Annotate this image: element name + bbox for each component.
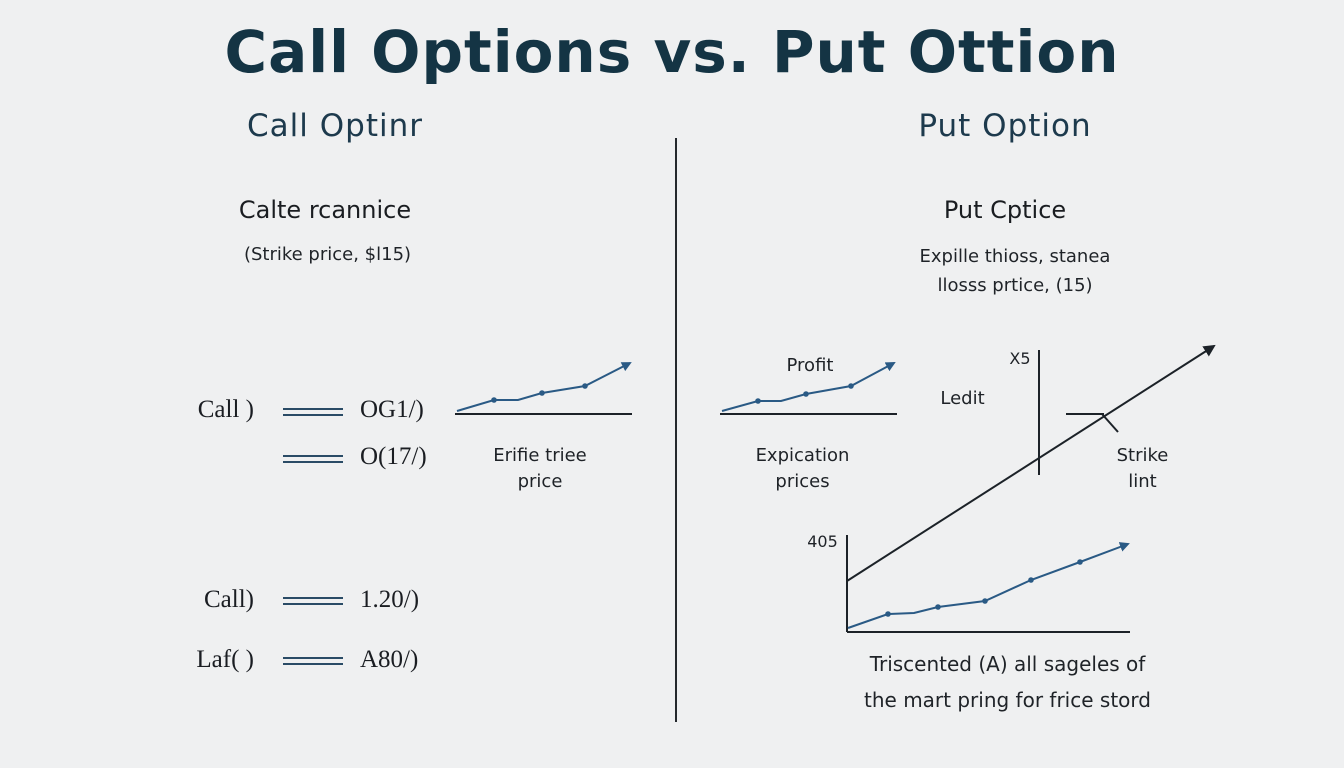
call-chart-point <box>491 397 497 403</box>
call-option-heading: Call Optinr <box>247 108 423 144</box>
call-chart-line <box>456 362 632 412</box>
column-divider <box>675 138 677 722</box>
bottom-chart <box>846 535 1130 633</box>
equals-sign-4 <box>283 657 343 665</box>
row-value-2: O(17/) <box>360 443 427 470</box>
call-mini-chart <box>455 362 632 415</box>
y-tick-label: 405 <box>807 532 838 551</box>
x5-label: X5 <box>1009 349 1031 368</box>
equals-sign-1 <box>283 408 343 416</box>
put-profit-point <box>755 398 761 404</box>
strike-label: Strike lint <box>1100 443 1185 495</box>
put-profit-point <box>848 383 854 389</box>
call-subheading: Calte rcannice <box>238 196 412 224</box>
bottom-caption-line-1: Triscented (A) all sageles of <box>869 652 1146 676</box>
row-label-4: Laf( ) <box>196 646 254 673</box>
bottom-chart-line <box>847 542 1130 629</box>
expiration-label: Expication prices <box>740 443 865 495</box>
row-label-3: Call) <box>204 586 254 613</box>
bottom-caption-line-2: the mart pring for frice stord <box>864 688 1151 712</box>
page-title: Call Options vs. Put Ottion <box>224 18 1120 86</box>
bottom-chart-point <box>935 604 941 610</box>
put-subheading: Put Cptice <box>943 196 1067 224</box>
row-value-3: 1.20/) <box>360 586 420 613</box>
payoff-diagonal-arrow <box>846 344 1216 582</box>
put-caption: Expille thioss, stanea llosss prtice, (1… <box>870 242 1160 300</box>
expiration-label-line-2: prices <box>775 471 830 492</box>
call-chart-caption: Erifie triee price <box>470 443 610 495</box>
strike-marker <box>1038 350 1119 475</box>
call-chart-point <box>539 390 545 396</box>
bottom-caption: Triscented (A) all sageles of the mart p… <box>835 646 1180 718</box>
put-option-heading: Put Option <box>918 108 1092 144</box>
bottom-chart-point <box>982 598 988 604</box>
put-profit-chart <box>720 362 897 415</box>
bottom-chart-point <box>1077 559 1083 565</box>
row-value-4: A80/) <box>360 646 419 673</box>
strike-label-line-1: Strike <box>1116 445 1169 466</box>
call-chart-caption-line-2: price <box>517 471 563 492</box>
bottom-chart-point <box>885 611 891 617</box>
expiration-label-line-1: Expication <box>755 445 850 466</box>
put-caption-line-2: llosss prtice, (15) <box>937 275 1093 296</box>
call-caption: (Strike price, $l15) <box>243 244 412 265</box>
put-profit-point <box>803 391 809 397</box>
call-chart-caption-line-1: Erifie triee <box>493 445 587 466</box>
put-caption-line-1: Expille thioss, stanea <box>919 246 1111 267</box>
equals-sign-3 <box>283 597 343 605</box>
put-profit-line <box>721 362 896 412</box>
row-label-1: Call ) <box>197 396 254 423</box>
bottom-chart-point <box>1028 577 1034 583</box>
equals-sign-2 <box>283 455 343 463</box>
row-value-1: OG1/) <box>360 396 424 423</box>
profit-label: Profit <box>786 355 834 376</box>
strike-label-line-2: lint <box>1128 471 1157 492</box>
ledit-label: Ledit <box>940 388 985 409</box>
call-chart-point <box>582 383 588 389</box>
